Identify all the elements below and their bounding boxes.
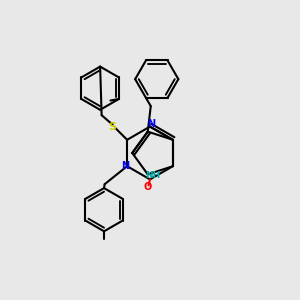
Text: O: O	[143, 182, 152, 192]
Text: S: S	[108, 122, 116, 132]
Text: NH: NH	[145, 171, 160, 180]
Text: N: N	[147, 118, 156, 129]
Text: N: N	[122, 161, 130, 171]
